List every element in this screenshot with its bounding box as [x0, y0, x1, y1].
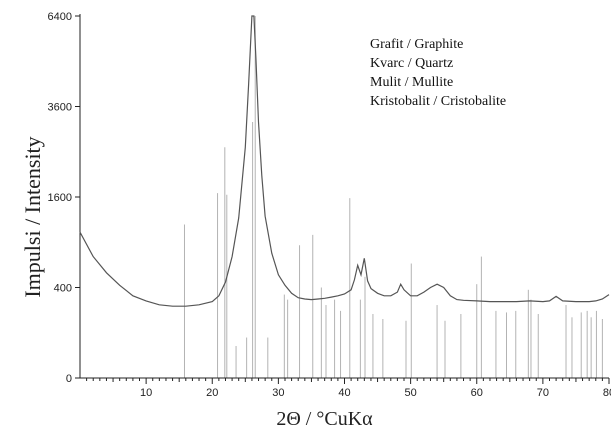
x-tick-label: 70	[537, 387, 549, 399]
legend-entry-mullite: Mulit / Mullite	[370, 75, 453, 90]
x-tick-label: 30	[272, 387, 284, 399]
y-axis-label: Impulsi / Intensity	[20, 136, 45, 297]
legend: Grafit / Graphite Kvarc / Quartz Mulit /…	[370, 37, 506, 109]
stick-lines	[183, 16, 603, 378]
legend-entry-cristobalite: Kristobalit / Cristobalite	[370, 94, 506, 109]
x-tick-label: 60	[471, 387, 483, 399]
x-tick-label: 50	[405, 387, 417, 399]
x-axis: 10 20 30 40 50 60 70 80	[80, 377, 611, 399]
y-tick-label: 3600	[48, 102, 72, 114]
series-line	[79, 15, 610, 307]
x-axis-label: 2Θ / °CuKα	[276, 408, 373, 430]
x-tick-label: 20	[206, 387, 218, 399]
legend-entry-graphite: Grafit / Graphite	[370, 37, 463, 52]
y-tick-label: 0	[66, 373, 72, 385]
y-axis: 0 400 1600 3600 6400	[48, 11, 81, 385]
x-tick-label: 40	[338, 387, 350, 399]
x-tick-label: 80	[603, 387, 611, 399]
x-tick-label: 10	[140, 387, 152, 399]
y-tick-label: 400	[54, 283, 72, 295]
legend-entry-quartz: Kvarc / Quartz	[370, 56, 453, 71]
y-tick-label: 6400	[48, 11, 72, 23]
y-tick-label: 1600	[48, 192, 72, 204]
